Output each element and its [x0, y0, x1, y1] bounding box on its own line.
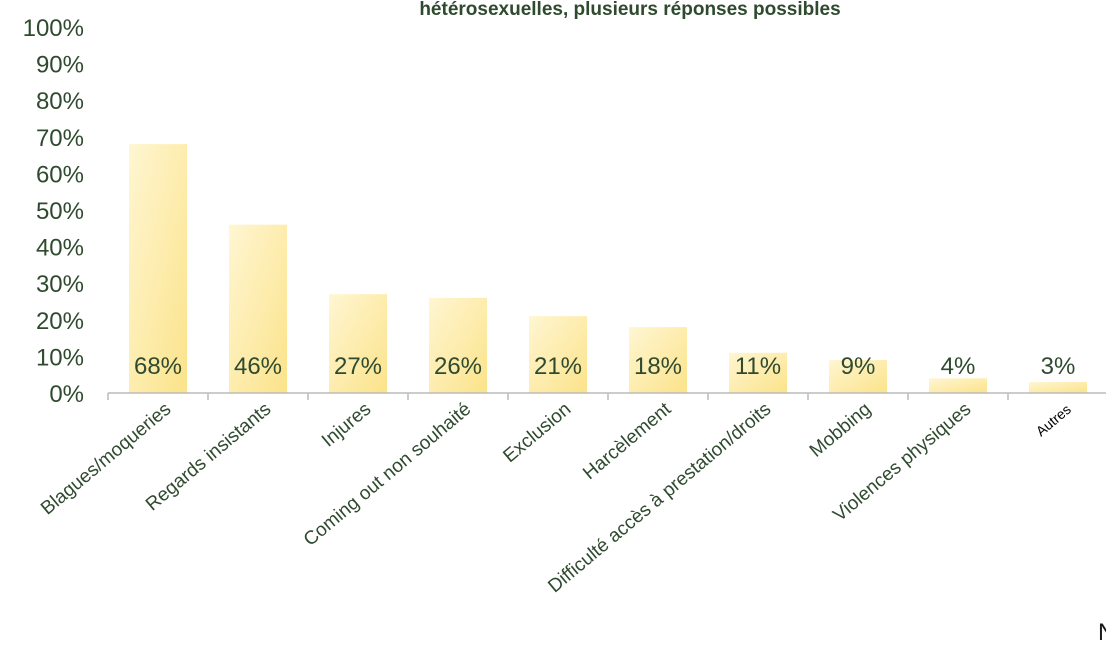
bar: [929, 378, 987, 393]
bars: [129, 144, 1087, 393]
data-label: 21%: [534, 353, 582, 380]
bar: [729, 352, 787, 393]
category-label: Coming out non souhaité: [300, 399, 475, 551]
y-tick-label: 100%: [23, 15, 84, 42]
y-tick-label: 70%: [36, 125, 84, 152]
data-label: 18%: [634, 353, 682, 380]
y-tick-label: 60%: [36, 161, 84, 188]
data-labels: 68% 46% 27% 26% 21% 18% 11% 9% 4% 3%: [134, 353, 1075, 380]
category-label: Autres: [1033, 401, 1074, 439]
data-label: 27%: [334, 353, 382, 380]
y-tick-label: 90%: [36, 52, 84, 79]
bar: [1029, 382, 1087, 393]
x-axis: [107, 392, 1106, 400]
bar: [829, 360, 887, 393]
bar: [529, 316, 587, 393]
y-axis-ticks: 0% 10% 20% 30% 40% 50% 60% 70% 80% 90% 100%: [23, 15, 84, 408]
chart-title: hétérosexuelles, plusieurs réponses poss…: [419, 0, 840, 20]
bar: [229, 224, 287, 393]
corner-text: N: [1098, 619, 1106, 646]
y-tick-label: 50%: [36, 198, 84, 225]
data-label: 26%: [434, 353, 482, 380]
category-label: Difficulté accès à prestation/droits: [544, 399, 775, 597]
data-label: 68%: [134, 353, 182, 380]
y-tick-label: 30%: [36, 271, 84, 298]
y-tick-label: 0%: [49, 381, 84, 408]
category-label: Exclusion: [499, 399, 575, 467]
bar: [129, 144, 187, 393]
data-label: 3%: [1041, 353, 1076, 380]
y-tick-label: 40%: [36, 235, 84, 262]
data-label: 9%: [841, 353, 876, 380]
category-label: Mobbing: [806, 399, 875, 462]
y-tick-label: 80%: [36, 88, 84, 115]
bar: [629, 327, 687, 393]
bar: [329, 294, 387, 393]
category-label: Injures: [318, 399, 375, 452]
category-label: Harcèlement: [579, 398, 676, 484]
data-label: 46%: [234, 353, 282, 380]
y-tick-label: 10%: [36, 344, 84, 371]
bar: [429, 297, 487, 393]
data-label: 4%: [941, 353, 976, 380]
data-label: 11%: [735, 353, 781, 380]
y-tick-label: 20%: [36, 308, 84, 335]
